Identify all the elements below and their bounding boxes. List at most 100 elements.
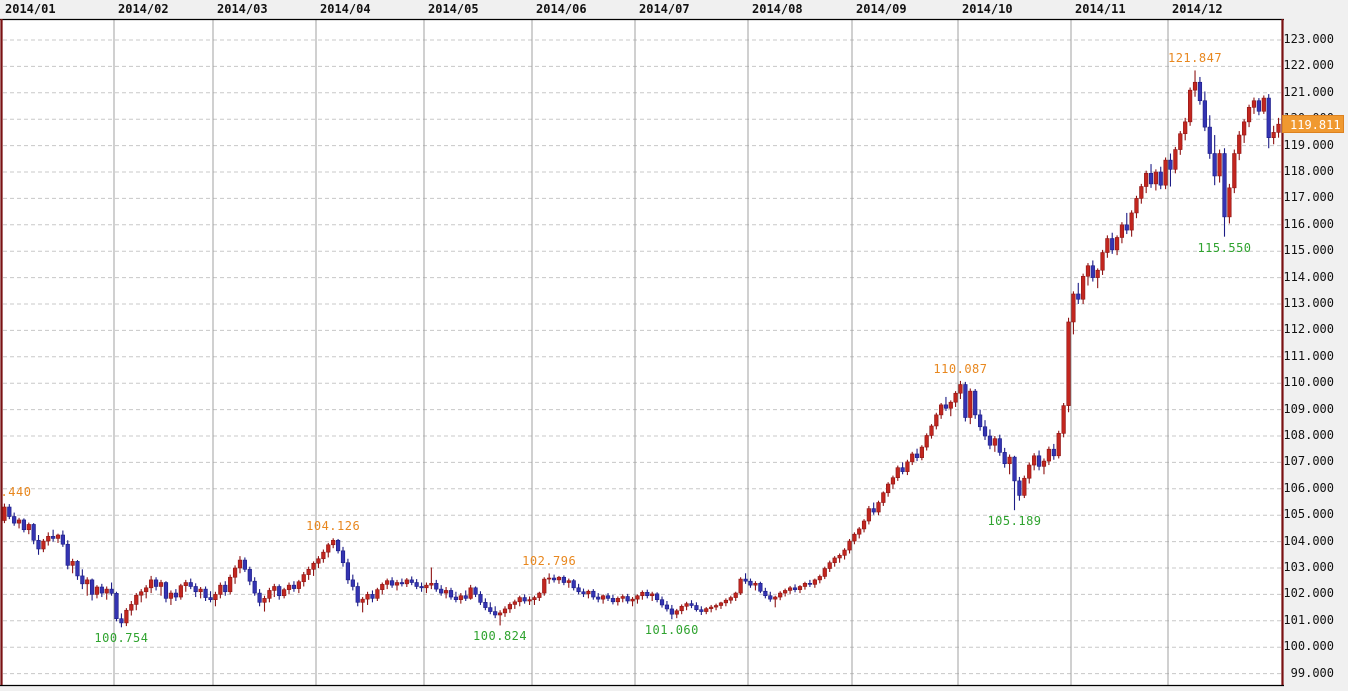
candle bbox=[591, 589, 596, 600]
candle bbox=[89, 578, 95, 601]
candle bbox=[124, 608, 129, 627]
candle bbox=[1114, 235, 1120, 256]
candle bbox=[321, 549, 326, 563]
candle bbox=[178, 583, 183, 600]
candle bbox=[924, 433, 929, 451]
candle bbox=[306, 566, 311, 580]
candle bbox=[576, 583, 581, 595]
candle bbox=[669, 604, 674, 620]
candle bbox=[527, 596, 532, 605]
y-axis-label: 119.000 bbox=[1283, 137, 1334, 152]
x-axis-label: 2014/02 bbox=[118, 2, 169, 16]
candle bbox=[822, 566, 827, 580]
candle bbox=[655, 592, 660, 603]
candle bbox=[458, 593, 463, 604]
candle bbox=[473, 586, 478, 598]
candle bbox=[26, 522, 31, 535]
candle bbox=[1056, 430, 1061, 459]
candle bbox=[1119, 222, 1125, 244]
candle bbox=[547, 573, 552, 584]
candle bbox=[223, 581, 228, 596]
candle bbox=[301, 571, 306, 587]
candle bbox=[1173, 146, 1178, 174]
candle bbox=[385, 578, 390, 590]
x-axis-label: 2014/01 bbox=[5, 2, 56, 16]
candle bbox=[684, 601, 689, 611]
candle bbox=[871, 502, 876, 515]
candle bbox=[1163, 157, 1168, 190]
candle bbox=[679, 604, 684, 615]
low-price-annotation: 105.189 bbox=[987, 514, 1042, 529]
candle bbox=[1158, 166, 1163, 190]
y-axis-label: 104.000 bbox=[1283, 533, 1334, 548]
candle bbox=[886, 482, 891, 497]
candle bbox=[252, 577, 257, 596]
candle bbox=[331, 538, 336, 549]
y-axis-label: 108.000 bbox=[1283, 428, 1334, 442]
candle bbox=[895, 465, 900, 481]
candle bbox=[1212, 135, 1217, 186]
candle bbox=[188, 578, 193, 590]
current-price-tag: 119.811 bbox=[1282, 115, 1344, 134]
candle bbox=[203, 586, 208, 601]
y-axis-label: 116.000 bbox=[1283, 216, 1334, 231]
candle bbox=[802, 581, 808, 590]
candle bbox=[807, 579, 813, 588]
candle bbox=[847, 538, 852, 554]
candle bbox=[173, 589, 178, 601]
candle bbox=[620, 594, 625, 603]
candle bbox=[934, 412, 939, 430]
candle bbox=[694, 602, 699, 612]
candle bbox=[728, 595, 733, 604]
candle bbox=[1276, 117, 1281, 138]
candle bbox=[738, 577, 743, 595]
candle bbox=[866, 505, 871, 525]
candle bbox=[1202, 91, 1207, 132]
candle bbox=[85, 577, 90, 596]
candle bbox=[1071, 291, 1076, 335]
candle bbox=[463, 590, 468, 601]
candle bbox=[1129, 210, 1134, 237]
candle bbox=[857, 527, 862, 539]
candle bbox=[792, 584, 798, 593]
y-axis-label: 111.000 bbox=[1283, 348, 1334, 363]
candle bbox=[1266, 94, 1271, 149]
candle bbox=[948, 400, 953, 417]
candle bbox=[434, 579, 439, 592]
candle bbox=[1227, 183, 1232, 224]
candle bbox=[439, 585, 444, 596]
candle bbox=[943, 396, 949, 411]
candle bbox=[335, 538, 341, 554]
candle bbox=[987, 429, 993, 450]
candle bbox=[982, 420, 988, 440]
candle bbox=[1207, 115, 1212, 159]
candle bbox=[1066, 317, 1071, 413]
candle bbox=[645, 589, 650, 599]
high-price-annotation: 110.087 bbox=[933, 361, 988, 376]
candle bbox=[827, 560, 832, 572]
candle bbox=[1105, 235, 1110, 258]
plot-border bbox=[0, 18, 1284, 687]
candle bbox=[326, 542, 331, 558]
candle bbox=[139, 589, 144, 603]
candle bbox=[31, 523, 36, 545]
candle bbox=[674, 608, 679, 619]
candle bbox=[704, 607, 709, 615]
candle bbox=[242, 557, 247, 572]
candle bbox=[861, 519, 867, 533]
candle bbox=[1251, 97, 1257, 114]
candle bbox=[768, 591, 773, 602]
candle bbox=[114, 591, 119, 622]
candle bbox=[659, 596, 665, 608]
candle bbox=[443, 587, 449, 599]
candle bbox=[709, 604, 714, 613]
candle bbox=[905, 459, 910, 476]
y-axis-label: 109.000 bbox=[1283, 401, 1334, 416]
candle bbox=[1183, 117, 1188, 141]
candle bbox=[478, 591, 483, 605]
candle bbox=[345, 558, 351, 584]
candle bbox=[94, 585, 100, 599]
candle bbox=[208, 591, 213, 603]
candle bbox=[978, 409, 983, 431]
candle bbox=[551, 574, 557, 583]
